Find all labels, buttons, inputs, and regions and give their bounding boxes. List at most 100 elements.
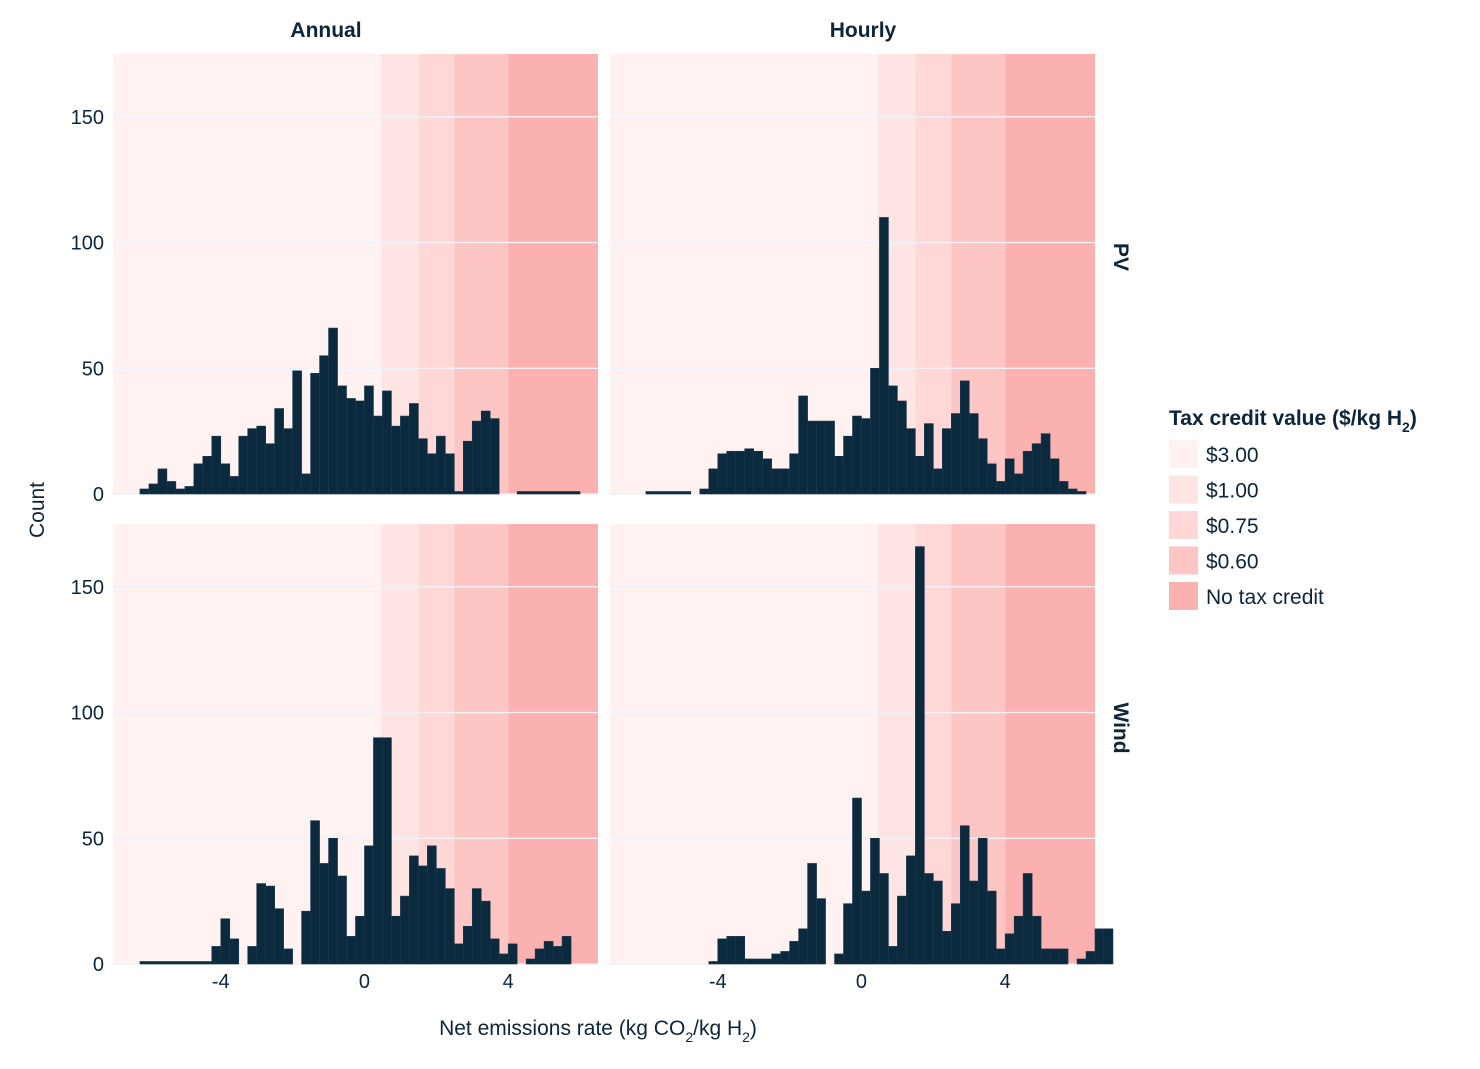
row-facet-wind: Wind	[1109, 702, 1132, 753]
bar-pv-hourly-33	[924, 423, 934, 495]
bar-wind-annual-22	[328, 837, 338, 965]
bar-pv-hourly-5	[672, 491, 683, 495]
bar-pv-hourly-40	[986, 463, 997, 495]
band-pv-annual-2	[418, 54, 455, 494]
legend-title-sub: 2	[1402, 419, 1410, 435]
bar-pv-hourly-39	[977, 438, 988, 495]
y-tick-label-wind-3: 150	[71, 577, 104, 599]
row-facet-pv: PV	[1109, 243, 1132, 271]
bar-pv-annual-13	[247, 428, 258, 495]
x-axis-title-part-3: )	[750, 1017, 757, 1040]
bar-wind-hourly-11	[726, 936, 737, 965]
bar-wind-annual-46	[543, 941, 554, 965]
bar-pv-annual-33	[427, 453, 437, 495]
bar-wind-annual-38	[471, 888, 482, 965]
bar-pv-annual-32	[418, 438, 428, 495]
legend-label-4: No tax credit	[1206, 586, 1324, 609]
bar-wind-hourly-23	[834, 953, 844, 965]
bar-pv-annual-25	[355, 400, 365, 495]
bar-wind-annual-42	[507, 943, 518, 965]
bar-wind-hourly-31	[906, 855, 916, 965]
bar-pv-hourly-49	[1067, 488, 1078, 495]
bar-pv-annual-5	[175, 488, 186, 495]
bar-pv-hourly-29	[888, 385, 898, 495]
bar-pv-hourly-26	[861, 418, 871, 495]
bar-pv-annual-28	[382, 390, 392, 495]
bar-pv-annual-39	[480, 410, 491, 495]
bar-pv-annual-48	[561, 491, 572, 495]
bar-pv-annual-24	[346, 398, 356, 495]
x-tick-label-hourly-0: -4	[709, 971, 727, 993]
bar-wind-hourly-27	[870, 837, 880, 965]
bar-wind-hourly-12	[735, 936, 746, 965]
bar-wind-hourly-30	[897, 895, 907, 965]
bar-pv-annual-36	[453, 491, 464, 495]
bar-wind-annual-23	[337, 875, 347, 965]
bar-pv-annual-22	[328, 327, 338, 495]
bar-pv-annual-43	[516, 491, 527, 495]
bar-wind-annual-29	[391, 915, 401, 965]
bar-pv-annual-8	[202, 455, 213, 495]
y-axis-title: Count	[26, 482, 49, 538]
bar-pv-annual-10	[220, 463, 231, 495]
bar-pv-annual-23	[337, 385, 347, 495]
bar-wind-hourly-51	[1085, 951, 1096, 965]
bar-pv-hourly-44	[1022, 450, 1033, 495]
panel-wind-hourly	[610, 524, 1114, 965]
legend-title: Tax credit value ($/kg H2)	[1169, 407, 1417, 435]
bar-pv-annual-27	[373, 415, 383, 495]
y-tick-label-wind-0: 0	[93, 954, 104, 976]
band-pv-hourly-2	[915, 54, 952, 494]
bar-pv-hourly-30	[897, 400, 907, 495]
bar-pv-hourly-21	[816, 420, 826, 495]
legend-label-3: $0.60	[1206, 551, 1259, 574]
bar-wind-annual-33	[427, 845, 437, 965]
bar-wind-annual-37	[462, 925, 473, 965]
bar-wind-annual-21	[319, 863, 329, 965]
bar-pv-annual-1	[139, 488, 150, 495]
bar-wind-annual-5	[175, 961, 186, 965]
bar-wind-annual-31	[409, 855, 419, 965]
bar-pv-hourly-11	[726, 450, 737, 495]
bar-wind-hourly-17	[780, 951, 790, 965]
bar-pv-annual-49	[570, 491, 581, 495]
bar-pv-annual-15	[265, 443, 275, 495]
bar-wind-annual-34	[436, 868, 446, 965]
y-tick-label-pv-1: 50	[82, 358, 104, 380]
bar-pv-annual-37	[462, 440, 473, 495]
band-pv-annual-4	[508, 54, 598, 494]
bar-pv-annual-40	[489, 418, 500, 495]
panel-pv-annual	[113, 54, 598, 495]
bar-wind-annual-39	[480, 900, 491, 965]
bar-pv-hourly-41	[995, 481, 1006, 495]
bar-pv-annual-2	[148, 483, 159, 495]
bar-pv-hourly-43	[1013, 473, 1024, 495]
bar-wind-annual-6	[184, 961, 195, 965]
bar-wind-annual-14	[256, 883, 266, 965]
bar-pv-annual-16	[274, 408, 284, 495]
bar-wind-annual-1	[139, 961, 150, 965]
bar-wind-hourly-48	[1058, 948, 1069, 965]
bar-pv-hourly-45	[1031, 443, 1042, 495]
bar-wind-hourly-53	[1103, 928, 1114, 965]
col-facet-hourly: Hourly	[830, 19, 897, 42]
bar-pv-hourly-19	[798, 395, 808, 495]
bar-wind-hourly-34	[933, 880, 943, 965]
x-axis-title-part-2: /kg H	[693, 1017, 742, 1040]
bar-wind-hourly-21	[816, 898, 826, 965]
bar-wind-hourly-16	[771, 953, 781, 965]
bar-pv-hourly-28	[879, 217, 889, 495]
bar-pv-hourly-23	[834, 455, 844, 495]
bar-pv-annual-30	[400, 415, 410, 495]
bar-pv-annual-6	[184, 486, 195, 495]
bar-pv-annual-44	[525, 491, 536, 495]
legend-swatch-2	[1169, 511, 1198, 539]
y-tick-label-wind-2: 100	[71, 703, 104, 725]
bar-pv-hourly-35	[942, 428, 952, 495]
bar-pv-annual-17	[283, 428, 293, 495]
x-tick-label-hourly-2: 4	[1000, 971, 1011, 993]
legend-swatch-0	[1169, 440, 1198, 468]
bar-pv-hourly-36	[950, 413, 961, 495]
bar-pv-hourly-10	[717, 453, 728, 495]
